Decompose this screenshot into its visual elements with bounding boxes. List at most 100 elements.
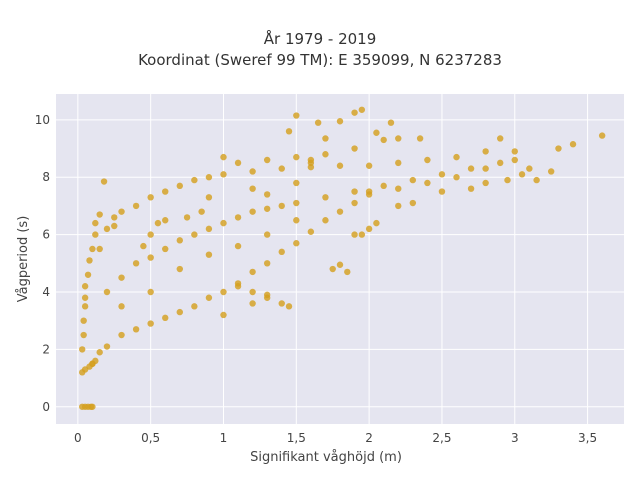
data-point (132, 202, 140, 210)
data-point (358, 106, 366, 113)
data-point (387, 119, 395, 126)
x-tick-label: 0,5 (141, 431, 160, 445)
data-point (598, 132, 606, 139)
data-point (191, 176, 198, 184)
data-point (358, 231, 366, 238)
data-point (482, 148, 489, 155)
data-point (89, 360, 96, 367)
data-point (293, 199, 300, 207)
data-point (424, 179, 431, 187)
data-point (555, 145, 562, 152)
data-point (409, 199, 417, 207)
data-point (111, 214, 118, 221)
data-point (263, 231, 271, 238)
data-point (322, 217, 329, 224)
data-point (453, 174, 460, 181)
data-point (132, 260, 140, 267)
y-tick-label: 10 (35, 113, 50, 127)
data-point (147, 254, 154, 261)
y-tick-label: 6 (42, 228, 50, 242)
data-point (234, 283, 242, 290)
data-point (154, 219, 162, 227)
data-point (84, 271, 92, 278)
x-axis-label: Signifikant våghöjd (m) (250, 450, 402, 465)
data-point (395, 159, 402, 167)
data-point (533, 176, 540, 184)
data-point (467, 185, 475, 192)
data-point (380, 182, 387, 190)
data-point (183, 214, 191, 221)
data-point (322, 194, 329, 201)
y-tick-label: 0 (42, 400, 50, 414)
data-point (365, 188, 373, 195)
data-point (191, 303, 198, 310)
data-point (511, 156, 518, 164)
data-point (467, 165, 475, 172)
data-point (96, 349, 103, 356)
data-point (79, 346, 86, 353)
data-point (249, 185, 256, 192)
data-point (89, 403, 96, 410)
data-point (365, 162, 373, 169)
data-point (118, 303, 125, 310)
data-point (278, 202, 285, 210)
data-point (395, 135, 402, 142)
data-point (344, 268, 351, 276)
data-point (329, 265, 336, 273)
data-point (234, 242, 242, 250)
tick-labels: 0 0,5 1 1,5 2 2,5 3 3,5 0 2 4 6 8 10 (35, 113, 597, 445)
data-point (176, 237, 183, 244)
data-point (395, 185, 402, 192)
data-point (96, 211, 103, 218)
x-tick-label: 1,5 (287, 431, 306, 445)
data-point (205, 174, 213, 181)
chart-title-line-2: Koordinat (Sweref 99 TM): E 359099, N 62… (138, 51, 502, 69)
data-point (92, 219, 99, 227)
data-point (278, 300, 285, 307)
data-point (569, 141, 577, 148)
data-point (518, 171, 526, 178)
y-tick-label: 2 (42, 342, 50, 356)
data-point (278, 248, 285, 256)
data-point (482, 165, 489, 172)
data-point (176, 265, 183, 273)
data-point (96, 245, 103, 253)
data-point (424, 156, 431, 164)
data-point (351, 109, 358, 116)
data-point (198, 208, 205, 215)
data-point (140, 242, 147, 250)
data-point (278, 165, 285, 172)
data-point (220, 219, 227, 227)
data-point (234, 159, 242, 167)
data-point (293, 112, 300, 119)
data-point (118, 331, 125, 339)
data-point (176, 308, 183, 316)
y-axis-label: Vågperiod (s) (16, 216, 31, 303)
data-point (263, 205, 271, 212)
data-point (162, 245, 169, 253)
data-point (249, 288, 256, 296)
data-point (191, 231, 198, 238)
data-point (351, 199, 358, 207)
data-point (395, 202, 402, 210)
data-point (336, 208, 344, 215)
data-point (285, 128, 293, 135)
data-point (307, 228, 315, 235)
data-point (351, 231, 358, 238)
data-point (205, 225, 213, 233)
data-point (322, 135, 329, 142)
data-point (547, 168, 555, 175)
data-point (293, 240, 300, 247)
y-tick-label: 4 (42, 285, 50, 299)
data-point (263, 156, 271, 164)
data-point (416, 135, 424, 142)
data-point (147, 288, 154, 296)
data-point (118, 208, 125, 215)
data-point (118, 274, 125, 281)
data-point (409, 176, 417, 184)
x-tick-label: 3 (511, 431, 519, 445)
x-tick-label: 2,5 (432, 431, 451, 445)
data-point (205, 251, 213, 258)
data-point (80, 331, 87, 339)
data-point (220, 153, 227, 161)
